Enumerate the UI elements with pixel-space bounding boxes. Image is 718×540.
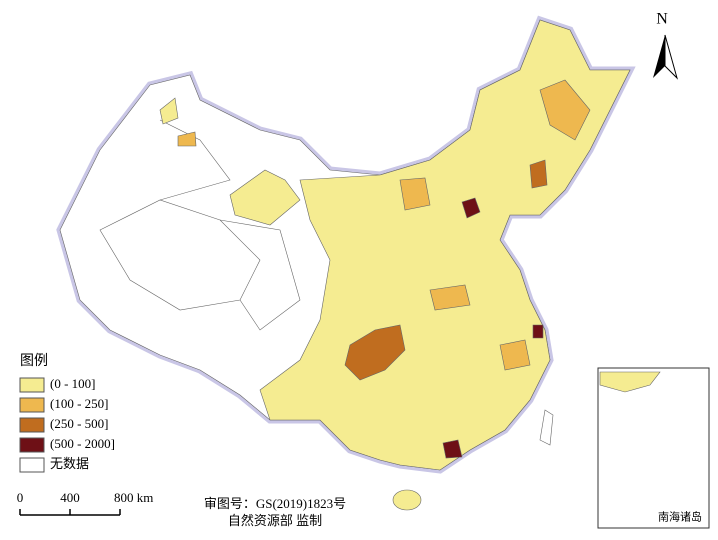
region-mid	[177, 131, 197, 147]
inset-coast	[599, 371, 661, 393]
region-top	[442, 439, 463, 459]
west-borders	[99, 119, 301, 331]
inset-label: 南海诸岛	[658, 510, 702, 524]
legend-swatch	[19, 417, 45, 433]
legend-label: (0 - 100]	[50, 376, 96, 391]
region-top	[532, 324, 544, 339]
legend: (0 - 100] (100 - 250] (250 - 500] (500 - 20…	[19, 376, 115, 473]
inset-frame	[597, 367, 710, 529]
hainan	[392, 489, 422, 511]
region-low	[229, 169, 301, 226]
legend-label: 无数据	[50, 456, 89, 471]
region-mid	[429, 284, 471, 311]
region-top	[461, 197, 481, 219]
north-arrow: N	[653, 11, 678, 80]
region-mid	[399, 177, 431, 211]
legend-title: 图例	[20, 353, 48, 369]
publisher-text: 自然资源部 监制	[228, 513, 322, 528]
north-label: N	[656, 11, 668, 28]
legend-swatch	[19, 437, 45, 453]
region-mid	[499, 339, 531, 371]
legend-label: (500 - 2000]	[50, 436, 115, 451]
region-low	[159, 97, 179, 125]
legend-swatch	[19, 457, 45, 473]
taiwan	[539, 409, 554, 446]
approval-text: 审图号：GS(2019)1823号	[204, 496, 346, 511]
region-high	[344, 324, 406, 381]
legend-swatch	[19, 397, 45, 413]
legend-label: (100 - 250]	[50, 396, 109, 411]
scale-label: 0	[17, 490, 24, 505]
region-high	[529, 159, 548, 189]
region-mid	[539, 79, 591, 141]
scale-label: 400	[60, 490, 80, 505]
legend-label: (250 - 500]	[50, 416, 109, 431]
scale-bar: 0 400 800 km	[17, 490, 153, 516]
scale-label: 800 km	[114, 490, 153, 505]
legend-swatch	[19, 377, 45, 393]
